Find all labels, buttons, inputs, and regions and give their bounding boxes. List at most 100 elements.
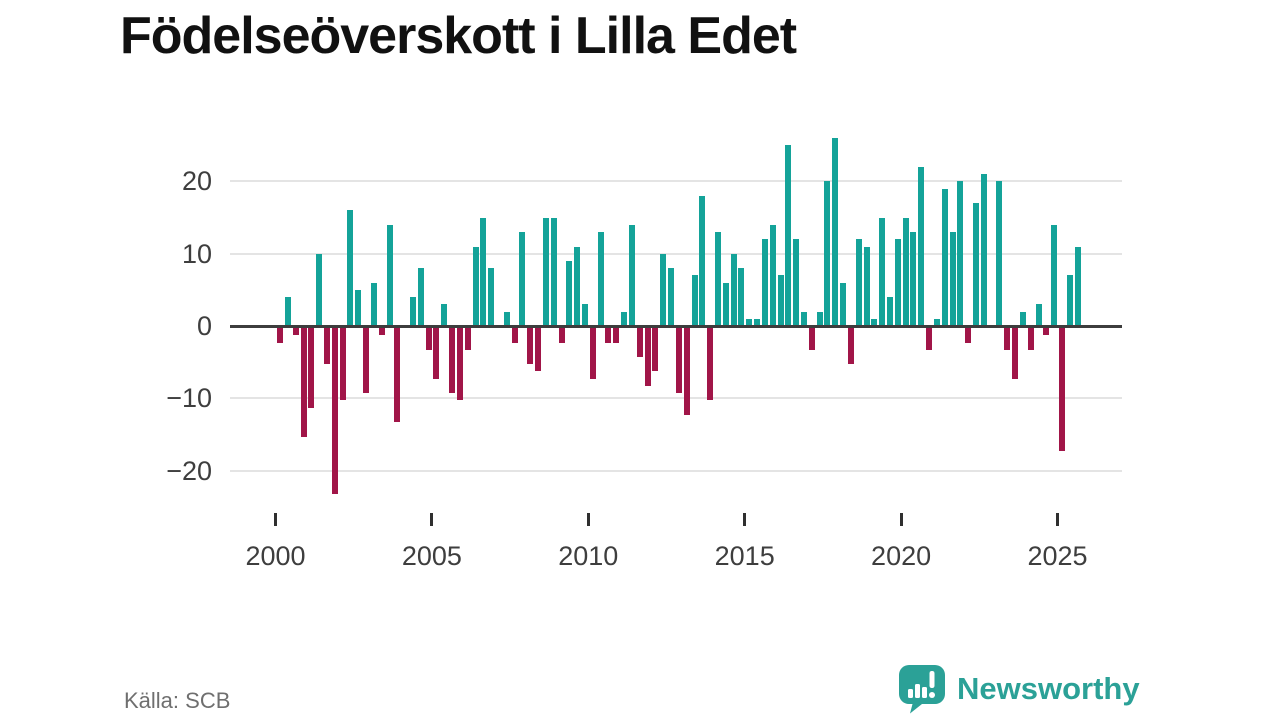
bar-2013-q2	[691, 275, 698, 328]
x-tick-label: 2015	[714, 541, 775, 571]
x-axis-tick	[899, 513, 903, 526]
bar-2003-q3	[386, 224, 393, 328]
bar-2021-q3	[949, 232, 956, 328]
bar-2019-q3	[887, 297, 893, 328]
bar-2022-q3	[980, 174, 987, 328]
bar-2000-q3	[292, 326, 299, 336]
bar-2015-q1	[746, 318, 753, 328]
gridline	[230, 252, 1122, 255]
bar-2001-q4	[331, 326, 338, 495]
bar-2006-q1	[464, 326, 471, 350]
y-tick-label: −10	[166, 383, 212, 414]
x-tick-label: 2000	[245, 541, 306, 571]
bar-2021-q1	[933, 318, 940, 328]
bar-2020-q1	[902, 217, 909, 329]
bar-2018-q2	[847, 326, 854, 365]
brand-name: Newsworthy	[957, 671, 1140, 706]
bar-2021-q4	[957, 181, 964, 328]
bar-2020-q2	[910, 232, 917, 328]
bar-2025-q1	[1059, 326, 1065, 451]
bar-2013-q4	[707, 326, 714, 401]
bar-2002-q2	[347, 210, 354, 328]
bar-2008-q3	[542, 217, 549, 329]
bar-2009-q4	[582, 304, 588, 328]
bar-2008-q4	[550, 217, 557, 329]
bar-2006-q4	[488, 268, 495, 328]
bar-2017-q3	[824, 181, 831, 328]
bar-2017-q2	[816, 311, 823, 328]
bar-2004-q4	[425, 326, 432, 350]
x-axis-tick	[430, 513, 434, 526]
bar-2010-q1	[589, 326, 596, 379]
x-axis-tick	[743, 513, 747, 526]
bar-2023-q1	[996, 181, 1003, 328]
y-tick-label: −20	[166, 455, 212, 486]
bar-2003-q2	[378, 326, 385, 336]
y-tick-label: 0	[196, 311, 212, 341]
bar-2020-q3	[918, 166, 925, 328]
bar-2023-q3	[1012, 326, 1019, 379]
bar-2008-q2	[535, 326, 542, 372]
bar-2012-q4	[675, 326, 682, 394]
y-tick-label: 20	[181, 166, 212, 197]
chart-title: Födelseöverskott i Lilla Edet	[120, 7, 797, 65]
bar-2003-q1	[370, 282, 377, 328]
bar-2014-q2	[722, 282, 729, 328]
bar-2004-q3	[417, 268, 424, 328]
bar-2018-q1	[840, 282, 846, 328]
bar-2025-q3	[1074, 246, 1081, 328]
bar-2010-q3	[605, 326, 612, 343]
brand-logo: Newsworthy	[898, 664, 1140, 714]
bar-2000-q1	[277, 326, 283, 343]
source-caption: Källa: SCB	[124, 688, 231, 713]
bar-2009-q1	[558, 326, 565, 343]
bar-2013-q3	[699, 195, 706, 328]
bar-2005-q3	[449, 326, 455, 394]
bar-2016-q1	[777, 275, 784, 328]
bar-2001-q2	[316, 253, 323, 328]
bar-2022-q1	[965, 326, 972, 343]
bar-2017-q1	[808, 326, 815, 350]
bar-2011-q4	[644, 326, 651, 386]
bar-2012-q2	[660, 253, 667, 328]
bar-2011-q3	[636, 326, 643, 357]
bar-2020-q4	[926, 326, 933, 350]
bar-2007-q4	[519, 232, 526, 328]
bar-2001-q1	[308, 326, 315, 408]
bar-2006-q3	[480, 217, 487, 329]
x-axis-tick	[274, 513, 277, 526]
newsworthy-bubble-chart-icon	[899, 665, 945, 714]
gridline	[230, 469, 1122, 472]
bar-2014-q4	[738, 268, 745, 328]
bar-2008-q1	[527, 326, 534, 365]
bar-2019-q4	[894, 239, 901, 328]
bar-2001-q3	[323, 326, 330, 365]
bar-2000-q4	[300, 326, 307, 437]
bar-2011-q2	[628, 224, 635, 328]
bar-2012-q1	[652, 326, 659, 372]
bar-2000-q2	[284, 297, 291, 328]
bar-2021-q2	[941, 188, 948, 328]
bar-2004-q2	[409, 297, 416, 328]
bar-2009-q2	[566, 260, 573, 328]
bar-2023-q4	[1019, 311, 1026, 328]
bar-2016-q4	[800, 311, 807, 328]
gridline	[230, 180, 1122, 183]
bar-2018-q4	[863, 246, 870, 328]
bar-2005-q4	[456, 326, 463, 401]
bar-2007-q2	[503, 311, 510, 328]
bar-2002-q3	[355, 289, 362, 329]
bar-2016-q3	[793, 239, 800, 328]
bar-2009-q3	[574, 246, 581, 328]
bar-2018-q3	[855, 239, 862, 328]
bar-2007-q3	[511, 326, 518, 343]
bar-2017-q4	[832, 138, 839, 328]
bar-2024-q1	[1027, 326, 1034, 350]
bar-2016-q2	[785, 145, 792, 329]
bar-2014-q3	[730, 253, 737, 328]
bar-2005-q2	[441, 304, 448, 328]
x-tick-label: 2005	[401, 541, 462, 571]
bar-2013-q1	[683, 326, 690, 415]
bar-2022-q2	[973, 203, 979, 328]
bar-2005-q1	[433, 326, 440, 379]
